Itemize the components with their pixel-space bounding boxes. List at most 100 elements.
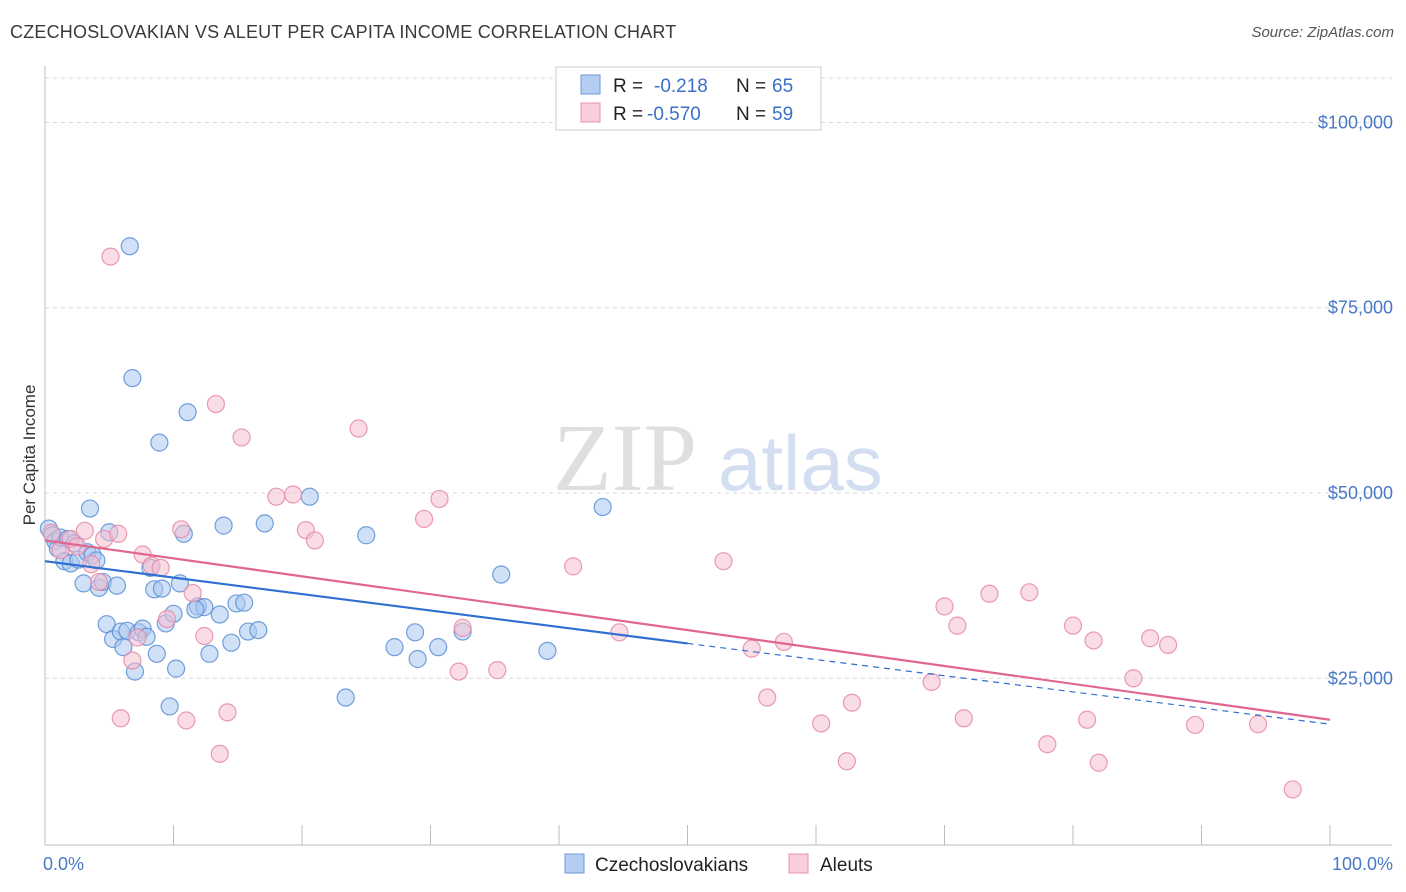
- stats-legend-r-label-1: R =: [613, 76, 643, 97]
- aleuts-point-12: [128, 628, 147, 647]
- aleuts-point-59: [1248, 715, 1268, 734]
- y-tick-label-1: $50,000: [1328, 483, 1393, 503]
- czechoslovakians-point-52: [255, 514, 274, 533]
- czechoslovakians-point-44: [200, 644, 219, 663]
- x-tick-label-start: 0.0%: [43, 854, 84, 874]
- aleuts-point-54: [1089, 753, 1108, 772]
- aleuts-point-51: [1063, 616, 1083, 635]
- series-legend-swatch-czechoslovakians: [564, 853, 585, 874]
- trend-line-czechoslovakians: [44, 560, 688, 645]
- czechoslovakians-point-41: [178, 403, 197, 422]
- aleuts-point-15: [151, 558, 170, 577]
- series-legend: Czechoslovakians Aleuts: [564, 853, 873, 876]
- aleuts-point-41: [812, 714, 831, 733]
- aleuts-point-50: [1038, 735, 1057, 754]
- stats-legend: R = -0.218 N = 65 R = -0.570 N = 59: [555, 66, 822, 131]
- watermark: ZIP atlas: [553, 404, 883, 511]
- aleuts-point-57: [1158, 635, 1178, 655]
- y-tick-labels: $25,000 $50,000 $75,000 $100,000: [1318, 112, 1393, 688]
- aleuts-point-49: [1020, 583, 1039, 602]
- czechoslovakians-point-61: [492, 565, 511, 584]
- stats-legend-swatch-blue: [580, 74, 601, 95]
- czechoslovakians-point-51: [249, 620, 268, 640]
- series-legend-swatch-aleuts: [788, 853, 809, 874]
- aleuts-point-11: [123, 651, 142, 670]
- czechoslovakians-point-12: [80, 499, 100, 518]
- aleuts-point-17: [172, 520, 191, 539]
- aleuts-point-21: [206, 394, 226, 414]
- trend-line-czechoslovakians-extension: [687, 642, 1331, 725]
- aleuts-point-39: [758, 688, 777, 707]
- series-legend-label-czechoslovakians: Czechoslovakians: [595, 855, 748, 876]
- y-tick-label-0: $25,000: [1328, 668, 1393, 688]
- aleuts-point-16: [157, 609, 177, 629]
- czechoslovakians-point-36: [160, 697, 179, 716]
- czechoslovakians-point-62: [538, 641, 557, 660]
- czechoslovakians-point-56: [385, 638, 404, 657]
- czechoslovakians-point-47: [222, 633, 241, 652]
- aleuts-point-25: [267, 487, 286, 506]
- czechoslovakians-point-54: [336, 688, 355, 707]
- aleuts-point-35: [564, 557, 583, 576]
- aleuts-point-0: [42, 523, 61, 543]
- watermark-atlas: atlas: [718, 419, 883, 507]
- aleuts-point-26: [283, 485, 303, 504]
- x-tick-labels: 0.0% 100.0%: [43, 854, 1393, 874]
- aleuts-point-32: [449, 662, 468, 681]
- stats-legend-n-value-2: 59: [772, 104, 793, 125]
- stats-legend-n-label-2: N =: [736, 104, 766, 125]
- stats-legend-r-label-2: R =: [613, 104, 643, 125]
- trend-lines: [44, 539, 1331, 725]
- aleuts-point-36: [610, 623, 629, 642]
- czechoslovakians-point-24: [120, 237, 139, 256]
- trend-line-aleuts: [44, 539, 1331, 721]
- aleuts-point-4: [75, 521, 94, 540]
- czechoslovakians-point-10: [74, 574, 93, 593]
- czechoslovakians-point-59: [429, 638, 448, 657]
- czechoslovakians-point-64: [186, 600, 205, 619]
- czechoslovakians-point-33: [150, 433, 169, 452]
- aleuts-point-60: [1283, 780, 1302, 799]
- stats-legend-n-label-1: N =: [736, 76, 766, 97]
- y-tick-label-2: $75,000: [1328, 298, 1393, 318]
- aleuts-point-18: [177, 711, 196, 730]
- y-axis-label: Per Capita Income: [20, 385, 39, 526]
- aleuts-point-45: [935, 597, 954, 616]
- series-legend-label-aleuts: Aleuts: [820, 855, 873, 876]
- aleuts-point-33: [453, 618, 472, 637]
- aleuts-point-38: [742, 639, 761, 658]
- aleuts-point-37: [714, 552, 733, 571]
- stats-legend-swatch-pink: [580, 102, 601, 123]
- aleuts-point-5: [82, 555, 101, 574]
- aleuts-point-48: [980, 584, 999, 603]
- aleuts-point-46: [948, 616, 967, 635]
- source-label: Source: ZipAtlas.com: [1251, 24, 1394, 41]
- czechoslovakians-point-57: [405, 623, 425, 642]
- aleuts-point-31: [430, 489, 449, 509]
- aleuts-point-30: [414, 509, 434, 529]
- aleuts-point-9: [109, 524, 128, 543]
- czechoslovakians-point-49: [235, 593, 254, 612]
- czechoslovakians-point-38: [166, 659, 186, 678]
- grid-lines: [45, 77, 1392, 679]
- x-tick-label-end: 100.0%: [1332, 854, 1393, 874]
- stats-legend-n-value-1: 65: [772, 76, 793, 97]
- aleuts-point-44: [922, 672, 941, 692]
- aleuts-point-10: [111, 709, 130, 728]
- aleuts-point-56: [1140, 629, 1160, 648]
- czechoslovakians-point-46: [214, 516, 233, 535]
- aleuts-point-34: [488, 661, 507, 680]
- aleuts-point-43: [842, 693, 862, 712]
- aleuts-point-42: [837, 752, 856, 771]
- aleuts-point-6: [89, 572, 109, 592]
- aleuts-point-23: [218, 703, 237, 722]
- aleuts-point-22: [210, 744, 229, 763]
- czechoslovakians-point-20: [107, 576, 127, 595]
- czechoslovakians-point-58: [408, 649, 427, 669]
- czechoslovakians-point-53: [300, 487, 319, 506]
- series-czechoslovakians: [39, 237, 612, 716]
- aleuts-point-29: [349, 419, 368, 438]
- czechoslovakians-point-34: [152, 579, 172, 598]
- czechoslovakians-point-63: [593, 497, 612, 517]
- aleuts-point-28: [305, 531, 324, 550]
